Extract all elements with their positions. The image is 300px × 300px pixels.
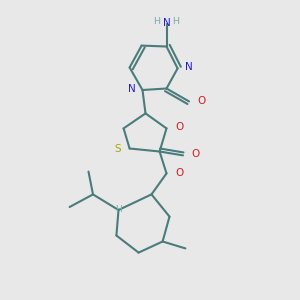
Text: H: H (115, 206, 122, 214)
Text: H: H (172, 16, 179, 26)
Text: H: H (153, 16, 161, 26)
Text: N: N (185, 62, 193, 72)
Text: O: O (191, 149, 200, 159)
Text: S: S (115, 143, 121, 154)
Text: O: O (175, 122, 183, 132)
Text: O: O (175, 168, 183, 178)
Text: O: O (197, 96, 206, 106)
Text: N: N (163, 18, 170, 28)
Text: N: N (128, 83, 136, 94)
